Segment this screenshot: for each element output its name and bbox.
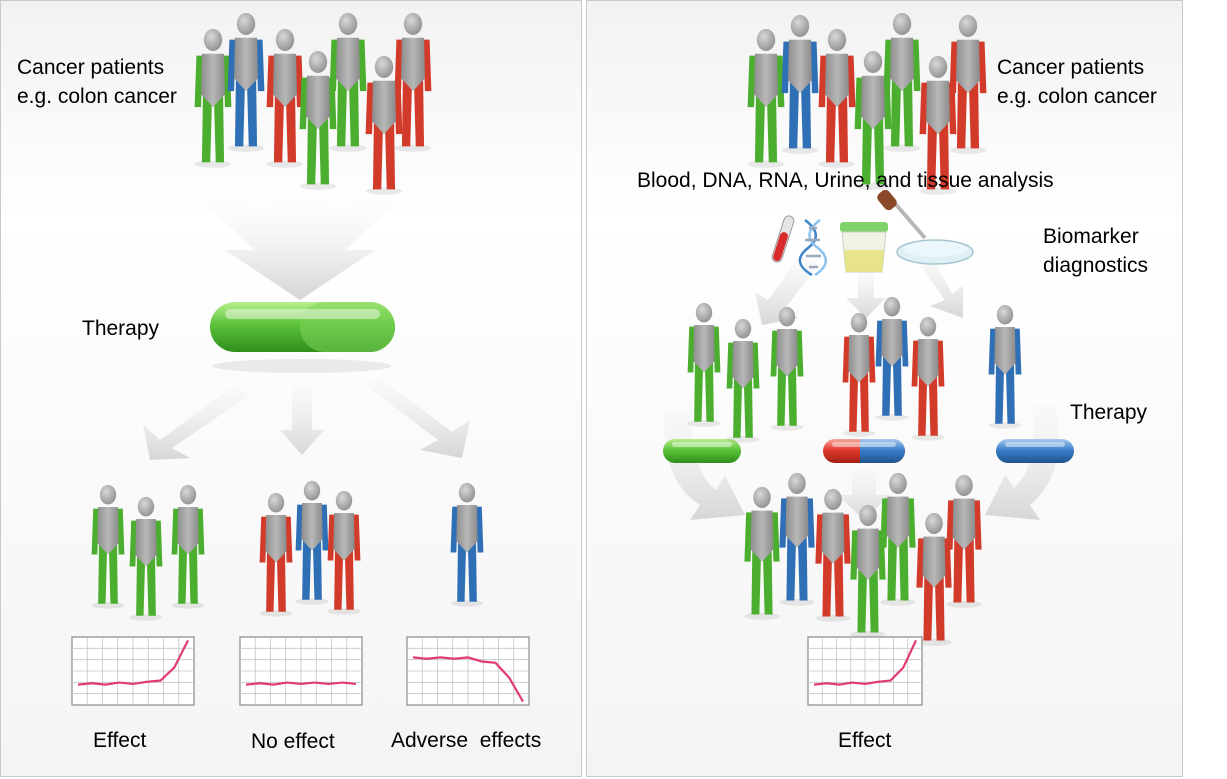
person-figure-8-3 [880,472,916,606]
patient-figures [91,12,1022,646]
person-figure-8-4 [946,474,982,608]
right-diagnostic-arrows [755,252,963,325]
person-figure-4-2 [818,28,856,168]
right-therapy-arrows [664,405,1060,520]
outcome-adverse-effects-label: Adverse effects [391,729,542,752]
person-figure-8-1 [779,472,815,606]
right-outcome-effect-label: Effect [838,729,892,752]
person-figure-4-4 [949,14,987,154]
person-figure-1-0 [91,484,125,609]
effect-trend-chart [71,636,195,706]
person-figure-6-1 [875,296,909,421]
right-blue-pill-icon [996,439,1074,463]
right-population-example: e.g. colon cancer [997,85,1157,108]
person-figure-2-1 [295,480,329,605]
left-big-down-arrow [180,180,420,300]
person-figure-8-5 [850,504,886,638]
outcome-no-effect-label: No effect [251,730,335,753]
person-figure-4-5 [854,50,892,190]
person-figure-3-0 [450,482,484,607]
person-figure-4-3 [883,12,921,152]
right-green-pill-icon [663,439,741,463]
person-figure-1-2 [171,484,205,609]
left-population-title: Cancer patients [17,56,165,79]
person-figure-2-2 [327,490,361,615]
person-figure-5-1 [726,318,760,443]
analysis-label: Blood, DNA, RNA, Urine, and tissue analy… [637,169,1054,192]
left-split-arrows [143,378,470,460]
person-figure-0-0 [194,28,232,168]
right-effect-trend-chart-trend-line [813,639,917,686]
left-therapy-label: Therapy [82,317,160,340]
blood-test-tube-icon [771,215,795,263]
person-figure-8-2 [815,488,851,622]
person-figure-6-2 [911,316,945,441]
no-effect-trend-chart-trend-line [245,681,357,686]
biomarker-label-line1: Biomarker [1043,225,1139,248]
person-figure-4-1 [781,14,819,154]
adverse-effects-trend-chart [406,636,530,706]
petri-dish-pipette-icon [877,189,974,265]
person-figure-8-6 [916,512,952,646]
right-red-blue-pill-icon [823,439,905,463]
left-green-pill-icon [210,302,395,373]
person-figure-7-0 [988,304,1022,429]
right-effect-trend-chart [807,636,923,706]
outcome-charts [71,636,923,706]
biomarker-diagnostics-label: Biomarker diagnostics [1043,222,1148,280]
person-figure-2-0 [259,492,293,617]
person-figure-0-4 [394,12,432,152]
person-figure-0-5 [299,50,337,190]
left-population-example: e.g. colon cancer [17,85,177,108]
dna-helix-icon [798,219,827,277]
adverse-effects-trend-chart-trend-line [412,656,524,703]
biomarker-label-line2: diagnostics [1043,254,1149,277]
outcome-effect-label: Effect [93,729,147,752]
person-figure-4-6 [919,55,957,195]
person-figure-6-0 [842,312,876,437]
no-effect-trend-chart [239,636,363,706]
right-population-title: Cancer patients [997,56,1145,79]
right-population-label: Cancer patients e.g. colon cancer [997,53,1157,111]
left-population-label: Cancer patients e.g. colon cancer [17,53,177,111]
person-figure-8-0 [744,486,780,620]
person-figure-0-6 [365,55,403,195]
person-figure-5-0 [687,302,721,427]
effect-trend-chart-trend-line [77,639,189,686]
person-figure-5-2 [770,306,804,431]
person-figure-1-1 [129,496,163,621]
right-therapy-label: Therapy [1070,401,1148,424]
person-figure-0-2 [266,28,304,168]
person-figure-4-0 [747,28,785,168]
person-figure-0-1 [227,12,265,152]
urine-cup-icon [840,222,888,273]
person-figure-0-3 [329,12,367,152]
